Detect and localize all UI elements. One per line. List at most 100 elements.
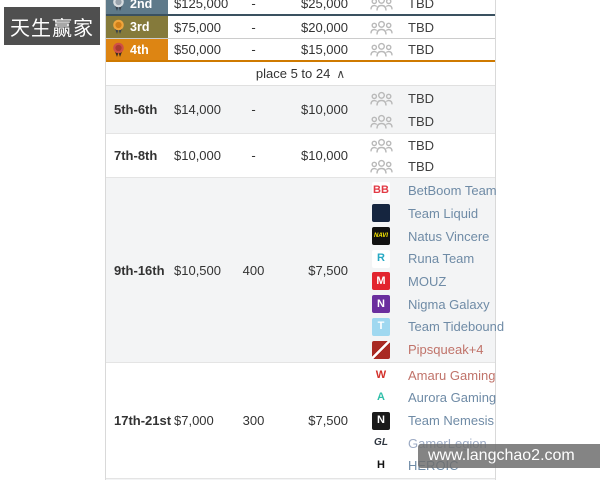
participants-iconbox xyxy=(369,113,393,130)
team-link-aurora-gaming[interactable]: Aurora Gaming xyxy=(408,390,497,406)
team-logo-box: NAVI xyxy=(369,227,393,246)
participant-entry: TBD xyxy=(351,17,495,37)
team-link-betboom-team[interactable]: BetBoom Team xyxy=(408,183,497,199)
natus-vincere-logo-icon: NAVI xyxy=(372,227,390,246)
participants-cell: TBD xyxy=(351,16,495,38)
prize-secondary-cell: $10,000 xyxy=(301,102,348,118)
team-logo-box: M xyxy=(369,272,393,291)
medal-icon xyxy=(113,19,124,34)
team-logo-box xyxy=(369,340,393,359)
heroic-logo-icon: H xyxy=(372,456,390,475)
participants-cell: W Amaru Gaming A Aurora Gaming N Team Nemesis… xyxy=(351,363,496,478)
participants-iconbox xyxy=(369,158,393,175)
team-link-runa-team[interactable]: Runa Team xyxy=(408,251,475,267)
prize-usd-cell: $14,000 xyxy=(174,102,221,118)
tbd-label: TBD xyxy=(408,19,434,35)
prize-row-4th: 4th $50,000 - $15,000 TBD xyxy=(106,39,495,62)
team-tidebound-logo-icon: T xyxy=(372,317,390,336)
prize-secondary-cell: $10,000 xyxy=(301,148,348,164)
team-link-pipsqueak-4[interactable]: Pipsqueak+4 xyxy=(408,342,484,358)
team-entry: R Runa Team xyxy=(351,247,504,270)
points-cell: 300 xyxy=(242,413,265,429)
team-entry: NAVI Natus Vincere xyxy=(351,225,504,248)
participants-cell: TBD TBD xyxy=(351,134,495,177)
tbd-label: TBD xyxy=(408,138,434,154)
participant-entry: TBD xyxy=(351,0,495,13)
team-link-nigma-galaxy[interactable]: Nigma Galaxy xyxy=(408,296,490,312)
prize-usd-cell: $10,500 xyxy=(174,262,221,278)
participants-cell: TBD xyxy=(351,0,495,14)
participants-iconbox xyxy=(369,137,393,154)
prize-secondary-cell: $7,500 xyxy=(308,413,348,429)
team-logo-box: W xyxy=(369,366,393,385)
place-cell: 7th-8th xyxy=(114,148,158,164)
runa-team-logo-icon: R xyxy=(372,249,390,268)
participants-icon xyxy=(369,114,393,129)
team-entry: N Nigma Galaxy xyxy=(351,293,504,316)
participants-cell: TBD xyxy=(351,39,495,60)
team-link-team-liquid[interactable]: Team Liquid xyxy=(408,205,479,221)
prize-secondary-cell: $7,500 xyxy=(308,262,348,278)
prize-secondary-cell: $15,000 xyxy=(301,42,348,57)
team-logo-box xyxy=(369,204,393,223)
team-entry: Pipsqueak+4 xyxy=(351,338,504,361)
team-link-team-tidebound[interactable]: Team Tidebound xyxy=(408,319,505,335)
place-cell: 5th-6th xyxy=(114,102,158,118)
team-link-amaru-gaming[interactable]: Amaru Gaming xyxy=(408,367,496,383)
prize-table: 2nd $125,000 - $25,000 TBD 3rd $75,000 - $20,0… xyxy=(105,0,504,480)
participant-entry: TBD xyxy=(351,156,495,177)
team-liquid-logo-icon xyxy=(372,204,390,223)
team-entry: M MOUZ xyxy=(351,270,504,293)
points-cell: - xyxy=(251,19,256,35)
prize-row-5th-6th: 5th-6th $14,000 - $10,000 TBD TBD xyxy=(106,86,495,135)
team-logo-box: R xyxy=(369,249,393,268)
place-label: 4th xyxy=(130,42,149,57)
participants-icon xyxy=(369,139,393,153)
place-cell: 4th xyxy=(106,39,170,60)
participant-entry: TBD xyxy=(351,135,495,156)
tbd-label: TBD xyxy=(408,42,434,57)
prize-usd-cell: $75,000 xyxy=(174,19,221,35)
aurora-gaming-logo-icon: A xyxy=(372,388,390,407)
participant-entry: TBD xyxy=(351,87,495,110)
tbd-label: TBD xyxy=(408,113,434,129)
collapse-toggle-place-5-24[interactable]: place 5 to 24 ∧ xyxy=(106,62,495,86)
team-entry: W Amaru Gaming xyxy=(351,364,496,387)
participants-cell: BB BetBoom Team Team Liquid NAVI Natus Vince… xyxy=(351,178,504,362)
prize-row-9th-16th: 9th-16th $10,500 400 $7,500 BB BetBoom Team Te… xyxy=(106,178,504,363)
team-nemesis-logo-icon: N xyxy=(372,411,390,430)
points-cell: 400 xyxy=(242,262,265,278)
participants-icon xyxy=(369,42,393,57)
prize-secondary-cell: $20,000 xyxy=(301,19,348,35)
participants-icon xyxy=(369,20,393,35)
team-link-natus-vincere[interactable]: Natus Vincere xyxy=(408,228,490,244)
points-cell: - xyxy=(251,148,256,164)
prize-row-2nd: 2nd $125,000 - $25,000 TBD xyxy=(106,0,495,16)
team-entry: T Team Tidebound xyxy=(351,316,504,339)
team-entry: BB BetBoom Team xyxy=(351,179,504,202)
prize-usd-cell: $10,000 xyxy=(174,148,221,164)
participants-iconbox xyxy=(369,41,393,58)
nigma-galaxy-logo-icon: N xyxy=(372,295,390,314)
betboom-team-logo-icon: BB xyxy=(372,181,390,200)
team-link-mouz[interactable]: MOUZ xyxy=(408,273,447,289)
team-link-team-nemesis[interactable]: Team Nemesis xyxy=(408,413,494,429)
participant-entry: TBD xyxy=(351,40,495,59)
team-logo-box: A xyxy=(369,388,393,407)
place-cell: 3rd xyxy=(106,16,170,38)
tbd-label: TBD xyxy=(408,90,434,106)
chevron-up-icon: ∧ xyxy=(336,66,346,81)
team-entry: N Team Nemesis xyxy=(351,409,496,432)
team-logo-box: N xyxy=(369,411,393,430)
gamerlegion-logo-icon: GL xyxy=(372,434,390,453)
team-logo-box: H xyxy=(369,456,393,475)
mouz-logo-icon: M xyxy=(372,272,390,291)
pipsqueak-4-logo-icon xyxy=(372,340,390,359)
prize-secondary-cell: $25,000 xyxy=(301,0,348,11)
amaru-gaming-logo-icon: W xyxy=(372,366,390,385)
place-cell: 2nd xyxy=(106,0,170,14)
points-cell: - xyxy=(251,102,256,118)
team-logo-box: BB xyxy=(369,181,393,200)
prize-usd-cell: $125,000 xyxy=(174,0,229,11)
